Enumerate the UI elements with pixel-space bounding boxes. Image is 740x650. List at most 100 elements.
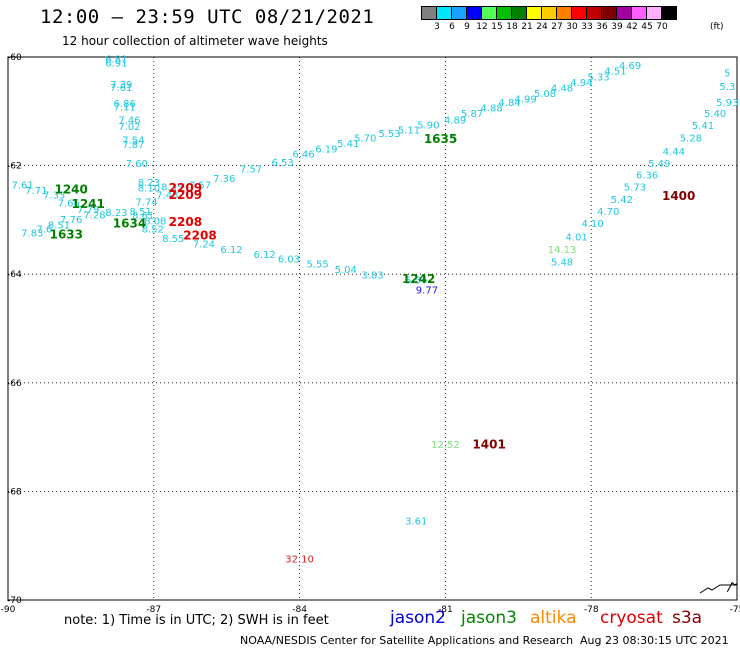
color-scale-swatch [421,6,437,20]
color-scale-label: 70 [656,22,668,32]
swh-value-label: 6.19 [315,144,337,155]
swh-value-label: 3.83 [361,270,383,281]
swh-value-label: 7.24 [193,239,215,250]
pass-time-label: 1241 [71,197,104,211]
swh-value-label: 4.89 [444,116,466,127]
swh-value-label: 7.83 [21,228,43,239]
satellite-legend-item: altika [530,608,577,628]
swh-value-label: 5.3 [719,82,735,93]
color-scale-swatch [616,6,632,20]
swh-value-label: 7.66 [58,199,80,210]
swh-value-label: 8.08 [144,217,166,228]
color-scale-swatch [541,6,557,20]
pass-time-label: 1240 [54,183,87,197]
swh-value-label: 6.36 [636,170,658,181]
color-scale-swatch [466,6,482,20]
color-scale-label: 15 [491,22,503,32]
page-subtitle: 12 hour collection of altimeter wave hei… [62,34,328,48]
swh-value-label: 9.77 [416,285,438,296]
pass-time-label: 1401 [472,438,505,452]
color-scale-swatch [586,6,602,20]
swh-value-label: 4.69 [619,61,641,72]
swh-value-label: 8.51 [48,220,70,231]
color-scale-label: 24 [536,22,548,32]
swh-value-label: 5.34 [405,276,427,287]
swh-value-label: 4.84 [498,98,520,109]
swh-value-label: 7.28 [83,211,105,222]
swh-value-label: 4.94 [570,78,592,89]
swh-value-label: 6.91 [105,59,127,70]
satellite-legend-item: jason2 [390,608,446,628]
swh-value-label: 7.57 [189,181,211,192]
swh-value-label: 5.08 [534,89,556,100]
color-scale-label: 39 [611,22,623,32]
swh-value-label: 8.10 [138,183,160,194]
swh-value-label: 7.79 [77,205,99,216]
swh-value-label: 14.13 [548,245,577,256]
color-scale-label: 9 [464,22,470,32]
swh-value-label: 5.11 [398,125,420,136]
color-scale-labels: 3 6 9 12 15 18 21 24 27 30 33 36 39 42 45 70 [422,22,740,34]
swh-value-label: 5.48 [551,257,573,268]
swh-value-label: 8.61 [132,211,154,222]
pass-time-label: 1242 [402,272,435,286]
swh-value-label: 6.03 [278,255,300,266]
swh-value-label: 4.44 [663,147,685,158]
swh-value-label: 32.10 [285,554,314,565]
x-tick-label: -75 [730,605,740,615]
swh-value-label: 4.48 [551,83,573,94]
color-scale-swatch [496,6,512,20]
swh-value-label: 5.49 [648,159,670,170]
swh-value-label: 5.93 [716,98,738,109]
swh-value-label: 5.53 [378,129,400,140]
color-scale-unit: (ft) [710,22,724,32]
color-scale-label: 42 [626,22,638,32]
swh-value-label: 7.61 [11,181,33,192]
pass-time-label: 2209 [169,188,202,202]
color-scale-label: 33 [581,22,593,32]
y-tick-label: -62 [7,162,22,172]
swh-value-label: 7.02 [118,122,140,133]
satellite-legend-item: jason3 [461,608,517,628]
satellite-legend-item: cryosat [600,608,663,628]
swh-value-label: 4.70 [597,207,619,218]
swh-value-label: 7.57 [240,164,262,175]
swh-value-label: 5.04 [335,265,357,276]
swh-value-label: 3.61 [405,516,427,527]
color-scale-swatch [601,6,617,20]
color-scale-swatch [436,6,452,20]
y-tick-label: -66 [7,379,22,389]
pass-time-label: 2208 [183,229,216,243]
page-title: 12:00 – 23:59 UTC 08/21/2021 [40,6,375,28]
color-scale-swatch [571,6,587,20]
swh-value-label: 7.60 [126,159,148,170]
swh-value-label: 7.11 [114,102,136,113]
generated-timestamp: Aug 23 08:30:15 UTC 2021 [580,634,729,647]
color-scale-label: 27 [551,22,563,32]
swh-value-label: 7.76 [60,215,82,226]
pass-time-label: 2208 [169,215,202,229]
swh-value-label: 4.01 [565,232,587,243]
swh-value-label: 6.86 [114,99,136,110]
swh-value-label: 5.42 [611,195,633,206]
swh-value-label: 6.12 [253,250,275,261]
color-scale-swatch [631,6,647,20]
y-tick-label: -64 [7,270,22,280]
swh-value-label: 5.87 [461,109,483,120]
swh-value-label: 4.99 [514,94,536,105]
pass-time-label: 1634 [113,217,146,231]
swh-value-label: 5.41 [692,121,714,132]
plot-frame [7,56,738,601]
color-scale-label: 30 [566,22,578,32]
footer-note: note: 1) Time is in UTC; 2) SWH is in fe… [64,613,329,628]
swh-value-label: 7.61 [110,83,132,94]
swh-value-label: 5.40 [704,109,726,120]
color-scale-swatch [511,6,527,20]
swh-value-label: 8.55 [162,234,184,245]
swh-value-label: 5.28 [680,133,702,144]
coastline [699,581,738,594]
swh-value-label: 5.33 [587,73,609,84]
color-scale-label: 36 [596,22,608,32]
